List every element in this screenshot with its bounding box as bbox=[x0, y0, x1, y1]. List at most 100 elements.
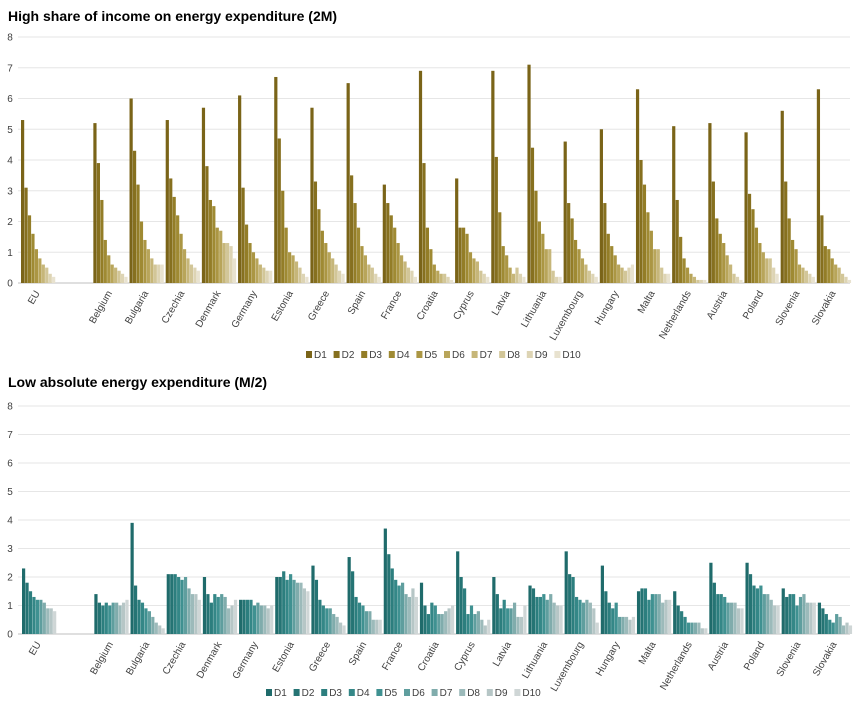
bar bbox=[686, 622, 691, 634]
y-tick-label: 5 bbox=[7, 125, 13, 136]
bar bbox=[599, 129, 603, 283]
bar bbox=[180, 579, 184, 634]
bar bbox=[100, 199, 104, 283]
bar bbox=[21, 120, 25, 284]
bar bbox=[170, 574, 174, 634]
bar bbox=[516, 616, 520, 634]
bar bbox=[325, 608, 329, 634]
bar bbox=[208, 199, 212, 283]
bar bbox=[719, 594, 723, 634]
bar bbox=[841, 625, 846, 634]
bar bbox=[556, 605, 560, 634]
x-tick-label: Czechia bbox=[161, 640, 189, 677]
legend-label: D9 bbox=[535, 350, 548, 361]
bar bbox=[817, 602, 822, 634]
bar bbox=[407, 596, 412, 634]
bar bbox=[785, 596, 789, 634]
bar bbox=[354, 596, 358, 634]
legend-swatch bbox=[486, 689, 493, 696]
bar bbox=[808, 273, 812, 283]
bar bbox=[837, 267, 841, 283]
bar bbox=[784, 181, 788, 283]
chart-top: High share of income on energy expenditu… bbox=[7, 8, 852, 361]
bar bbox=[607, 602, 611, 634]
x-tick-label: Estonia bbox=[270, 289, 296, 324]
bar bbox=[508, 267, 512, 283]
bar bbox=[177, 577, 181, 634]
bar bbox=[482, 273, 486, 283]
bar bbox=[722, 243, 726, 283]
bar bbox=[551, 270, 555, 283]
bar bbox=[486, 276, 490, 283]
bar bbox=[718, 233, 722, 283]
bar bbox=[252, 605, 257, 634]
bar bbox=[335, 616, 339, 634]
bar bbox=[473, 614, 477, 634]
bar bbox=[628, 619, 632, 634]
bar bbox=[623, 270, 628, 283]
bar bbox=[324, 243, 328, 283]
bar bbox=[458, 227, 462, 283]
bar bbox=[518, 273, 523, 283]
bar bbox=[534, 190, 538, 283]
bar bbox=[568, 574, 572, 634]
bar bbox=[154, 622, 158, 634]
legend-label: D10 bbox=[522, 688, 541, 699]
bar bbox=[143, 239, 147, 283]
bar bbox=[690, 622, 694, 634]
bar bbox=[683, 616, 687, 634]
bar bbox=[848, 625, 853, 634]
bar bbox=[573, 239, 578, 283]
legend-label: D3 bbox=[329, 688, 342, 699]
bar bbox=[465, 233, 469, 283]
bar bbox=[411, 588, 415, 634]
legend-swatch bbox=[444, 351, 450, 358]
x-tick-label: Estonia bbox=[271, 640, 297, 675]
bar bbox=[32, 596, 36, 634]
y-tick-label: 1 bbox=[7, 248, 13, 259]
bar bbox=[606, 233, 610, 283]
bar bbox=[773, 605, 777, 634]
bar bbox=[137, 599, 141, 634]
bar bbox=[498, 212, 502, 283]
bar bbox=[249, 599, 253, 634]
bar bbox=[28, 591, 33, 634]
bar bbox=[158, 625, 162, 634]
bar bbox=[530, 147, 535, 283]
bar bbox=[397, 585, 401, 634]
bar bbox=[182, 249, 187, 283]
x-tick-label: Lithuania bbox=[519, 289, 549, 330]
bar bbox=[761, 252, 765, 283]
bar bbox=[413, 276, 417, 283]
bar bbox=[351, 571, 355, 634]
bar bbox=[747, 193, 752, 283]
x-tick-label: Greece bbox=[307, 640, 333, 674]
bar bbox=[679, 236, 683, 283]
bar bbox=[186, 258, 190, 283]
bar bbox=[703, 279, 707, 283]
bar bbox=[194, 594, 198, 634]
bar bbox=[205, 166, 209, 283]
bar bbox=[38, 258, 42, 283]
bar bbox=[432, 264, 436, 283]
y-tick-label: 8 bbox=[7, 402, 13, 413]
x-tick-label: Cyprus bbox=[452, 640, 477, 673]
bar bbox=[729, 264, 733, 283]
bar bbox=[130, 522, 134, 634]
bar bbox=[797, 264, 802, 283]
bar bbox=[723, 596, 727, 634]
x-tick-label: Bulgaria bbox=[124, 640, 152, 678]
bar bbox=[265, 270, 269, 283]
legend-swatch bbox=[459, 689, 466, 696]
bar bbox=[346, 83, 350, 283]
bar bbox=[726, 602, 730, 634]
bar bbox=[371, 619, 375, 634]
bar bbox=[775, 273, 779, 283]
bar bbox=[610, 246, 614, 283]
bar bbox=[584, 264, 588, 283]
legend-label: D8 bbox=[467, 688, 480, 699]
y-tick-label: 6 bbox=[7, 94, 13, 105]
bar bbox=[828, 619, 832, 634]
bar bbox=[232, 258, 237, 283]
bar bbox=[816, 89, 821, 284]
